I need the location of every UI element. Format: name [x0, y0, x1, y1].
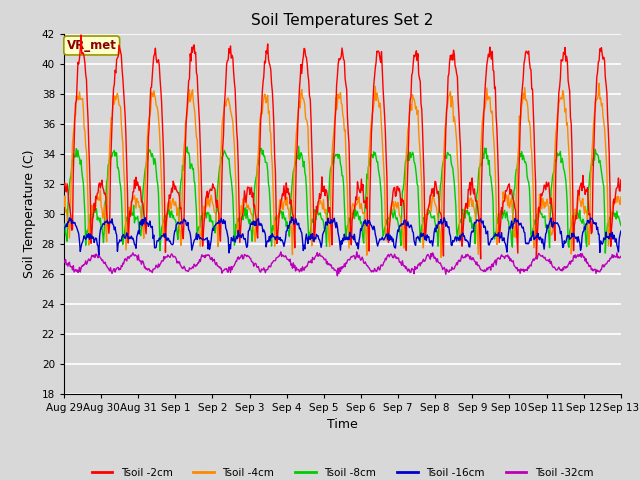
X-axis label: Time: Time — [327, 418, 358, 431]
Text: VR_met: VR_met — [67, 39, 116, 52]
Legend: Tsoil -2cm, Tsoil -4cm, Tsoil -8cm, Tsoil -16cm, Tsoil -32cm: Tsoil -2cm, Tsoil -4cm, Tsoil -8cm, Tsoi… — [87, 464, 598, 480]
Y-axis label: Soil Temperature (C): Soil Temperature (C) — [23, 149, 36, 278]
Title: Soil Temperatures Set 2: Soil Temperatures Set 2 — [252, 13, 433, 28]
